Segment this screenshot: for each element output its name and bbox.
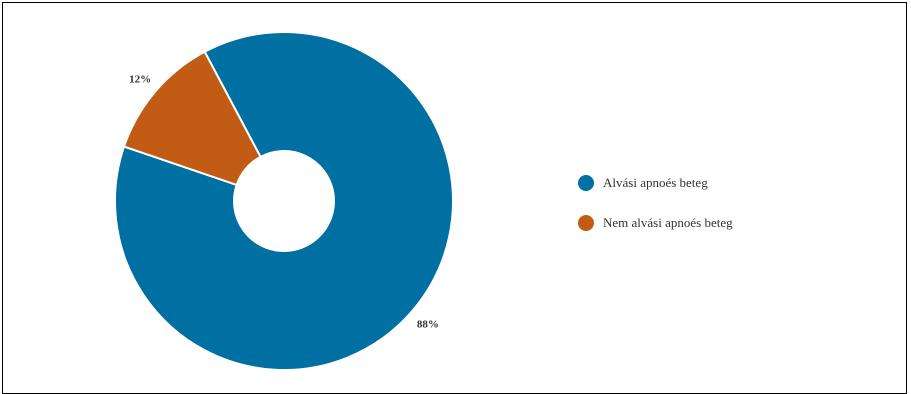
slice-label-2: 12% — [129, 74, 151, 86]
legend-marker-1 — [578, 175, 594, 191]
donut-slices — [114, 31, 454, 371]
donut-slice-2[interactable] — [122, 50, 262, 187]
legend-marker-2 — [578, 215, 594, 231]
slice-label-1: 88% — [417, 318, 439, 330]
slice-labels: 88% 12% — [129, 74, 439, 331]
legend-label-1: Alvási apnoés beteg — [603, 175, 708, 190]
legend-item-1[interactable]: Alvási apnoés beteg — [578, 175, 708, 191]
legend-item-2[interactable]: Nem alvási apnoés beteg — [578, 215, 733, 231]
legend-label-2: Nem alvási apnoés beteg — [603, 215, 733, 230]
donut-slice-1[interactable] — [114, 31, 454, 371]
legend: Alvási apnoés beteg Nem alvási apnoés bet… — [578, 175, 733, 231]
